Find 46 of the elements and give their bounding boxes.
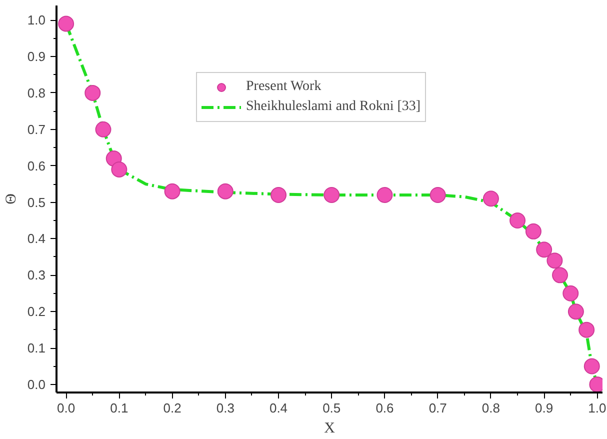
y-tick-label: 0.6 [27,158,46,174]
point [430,187,446,203]
legend-label: Sheikhuleslami and Rokni [33] [246,99,421,115]
point [58,16,74,32]
x-tick-label: 0.6 [376,400,394,416]
point [536,242,552,258]
y-tick-label: 0.8 [27,85,46,100]
point [568,304,584,320]
x-tick-label: 0.3 [216,400,234,416]
point [217,183,234,200]
legend-label: Present Work [246,79,322,95]
point [324,187,340,203]
x-tick-label: 1.0 [588,400,606,416]
x-tick-label: 0.0 [57,400,76,416]
point [482,190,499,207]
point [578,322,595,338]
point [84,84,101,101]
x-tick-label: 0.9 [535,400,554,416]
point [562,285,579,302]
x-tick-label: 0.5 [322,400,341,416]
x-tick-label: 0.4 [269,400,288,416]
y-tick-label: 0.0 [27,376,46,392]
point [546,252,563,269]
y-tick-label: 1.0 [27,12,46,28]
point [552,267,568,284]
x-tick-label: 0.2 [163,400,182,416]
y-tick-label: 0.9 [27,49,46,64]
point [164,183,180,200]
x-tick-label: 0.7 [428,400,447,416]
y-tick-label: 0.3 [27,268,46,283]
y-tick-label: 0.7 [27,122,46,137]
point [584,358,600,374]
point [376,187,393,203]
point [525,223,542,240]
y-tick-label: 0.2 [27,304,46,320]
y-tick-label: 0.4 [27,231,46,246]
point [95,121,112,138]
x-axis-title: X [324,420,336,436]
point [510,212,526,228]
y-tick-label: 0.5 [27,194,46,210]
point [270,187,287,203]
x-tick-label: 0.8 [482,400,500,416]
y-axis-title: Θ [3,193,20,204]
point [111,162,128,178]
y-tick-label: 0.1 [27,340,46,356]
x-tick-label: 0.1 [110,400,128,416]
